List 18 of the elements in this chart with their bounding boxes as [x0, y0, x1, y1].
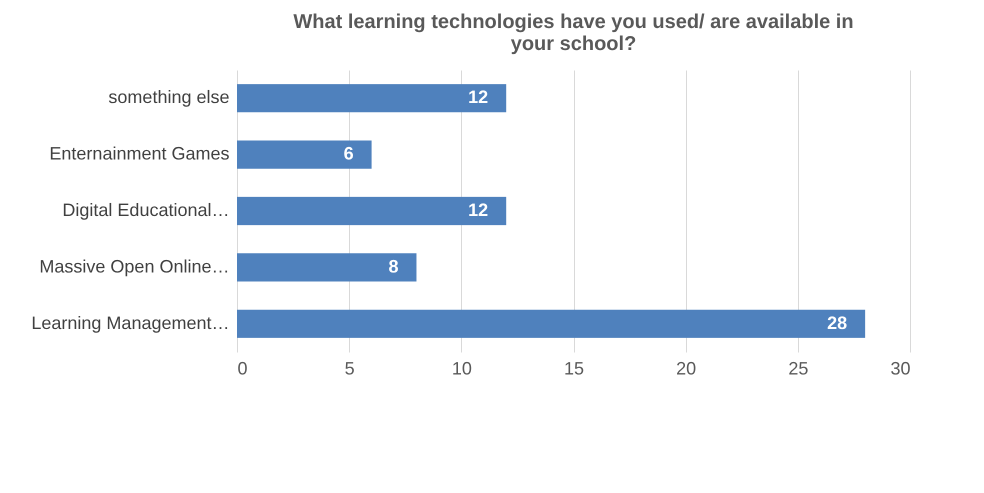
x-tick-label: 0 [238, 358, 248, 378]
x-tick-label: 15 [564, 358, 584, 378]
data-label: 28 [827, 312, 848, 333]
x-tick-label: 20 [676, 358, 696, 378]
x-tick-label: 25 [788, 358, 808, 378]
y-tick-label: Enternainment Games [49, 144, 230, 164]
x-tick-label: 30 [890, 358, 910, 378]
data-label: 12 [468, 200, 488, 220]
x-tick-label: 5 [344, 358, 355, 378]
chart-title: What learning technologies have you used/ are available in your school? [293, 11, 854, 55]
y-tick-label: Massive Open Online… [39, 256, 230, 276]
data-label: 12 [468, 87, 488, 108]
data-label: 8 [388, 256, 398, 276]
y-tick-label: something else [108, 87, 230, 108]
x-tick-label: 10 [452, 358, 472, 378]
y-tick-label: Digital Educational… [62, 200, 230, 220]
y-tick-label: Learning Management… [31, 312, 230, 333]
data-label: 6 [344, 144, 354, 164]
